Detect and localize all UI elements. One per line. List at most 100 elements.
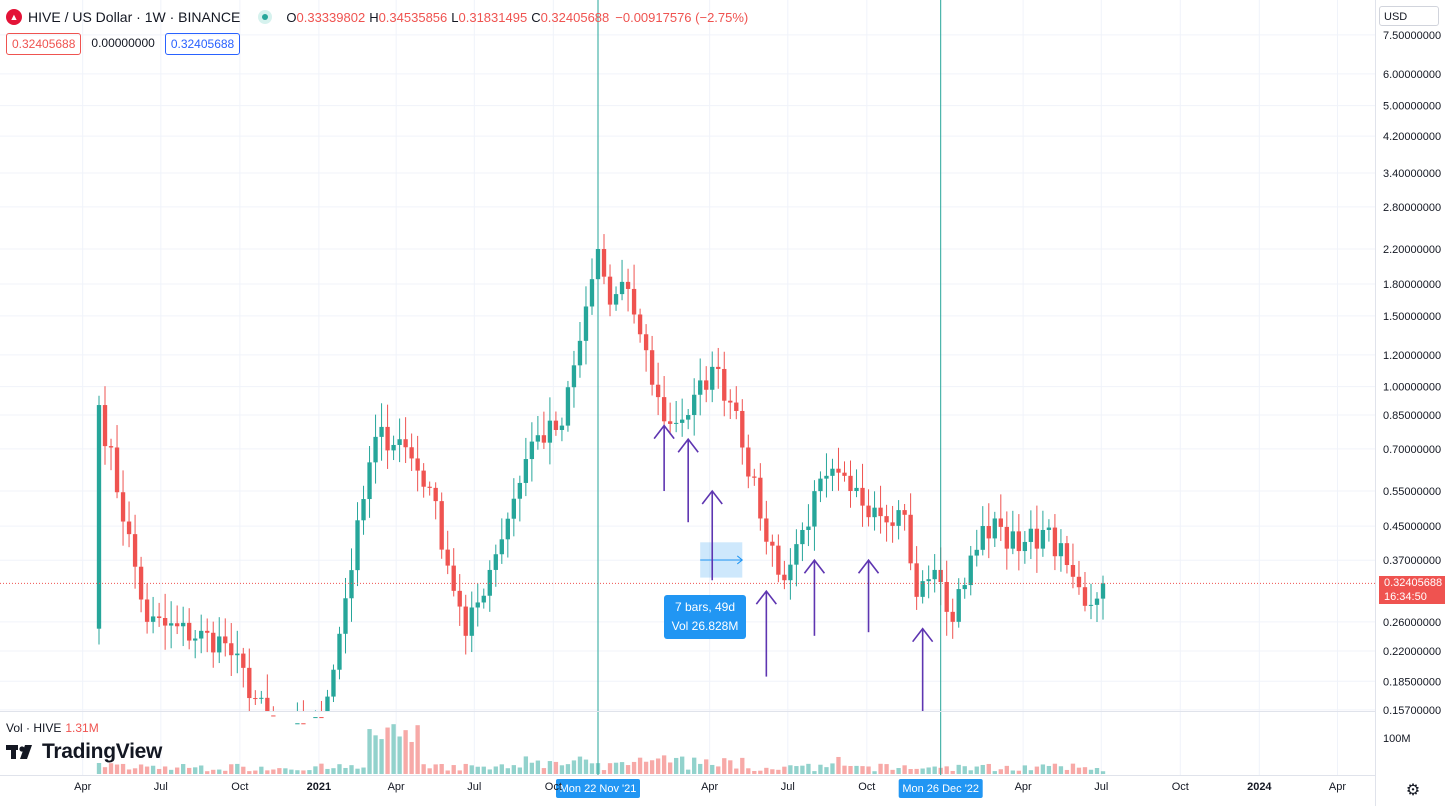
volume-bar	[992, 771, 997, 774]
time-tick-label: Jul	[1094, 781, 1108, 793]
price-tick-label: 0.45000000	[1383, 521, 1441, 533]
price-tick-label: 0.85000000	[1383, 410, 1441, 422]
volume-bar	[409, 741, 414, 774]
price-tick-label: 5.00000000	[1383, 101, 1441, 113]
candle-body	[782, 574, 787, 581]
volume-bar	[193, 767, 198, 774]
candle-body	[325, 696, 330, 711]
candle-body	[613, 294, 619, 305]
volume-bar	[571, 760, 577, 774]
low-label: L	[451, 9, 459, 25]
volume-bar	[469, 765, 474, 774]
candle-body	[698, 380, 703, 395]
volume-bar	[914, 768, 919, 774]
volume-bar	[144, 766, 150, 774]
volume-bar	[692, 757, 697, 774]
symbol-legend: ▲ HIVE / US Dollar · 1W · BINANCE O 0.33…	[6, 6, 750, 28]
volume-bar	[589, 763, 595, 774]
volume-bar	[199, 765, 204, 774]
volume-bar	[908, 769, 913, 774]
volume-bar	[481, 766, 486, 774]
candle-body	[433, 487, 438, 502]
candle-body	[295, 723, 300, 725]
volume-legend: Vol · HIVE 1.31M	[6, 721, 99, 735]
hive-logo-icon: ▲	[6, 9, 22, 25]
candle-body	[686, 415, 691, 420]
volume-bar	[379, 739, 384, 774]
candle-body	[451, 565, 456, 591]
volume-bar	[619, 762, 625, 774]
volume-bar	[475, 766, 480, 774]
candle-body	[409, 447, 414, 459]
tradingview-watermark[interactable]: TradingView	[6, 740, 162, 764]
candle-body	[144, 599, 150, 622]
sell-price-button[interactable]: 0.32405688	[6, 33, 82, 55]
candle-body	[1094, 598, 1100, 605]
volume-bar	[565, 764, 571, 774]
close-value: 0.32405688	[540, 9, 610, 25]
volume-bar	[463, 763, 468, 774]
volume-bar	[1028, 770, 1034, 774]
candle-body	[956, 589, 961, 622]
up-arrow-head	[755, 589, 777, 605]
candle-body	[661, 397, 667, 422]
candle-body	[505, 518, 510, 540]
candle-body	[920, 581, 925, 597]
volume-bar	[752, 770, 757, 774]
candle-body	[908, 514, 913, 564]
volume-bar	[1016, 770, 1022, 774]
candle-body	[998, 518, 1003, 527]
buy-price-button[interactable]: 0.32405688	[164, 33, 241, 55]
candle-body	[379, 426, 384, 437]
currency-select[interactable]: USD	[1379, 6, 1439, 26]
volume-bar	[102, 767, 108, 774]
candle-body	[758, 477, 763, 519]
symbol-title[interactable]: HIVE / US Dollar · 1W · BINANCE	[28, 9, 241, 25]
volume-bar	[842, 765, 847, 774]
trade-price-boxes: 0.32405688 0.00000000 0.32405688	[6, 33, 241, 55]
candle-body	[740, 410, 745, 448]
candle-body	[866, 505, 871, 518]
volume-bar	[1076, 767, 1082, 774]
candle-body	[1100, 583, 1106, 599]
candle-body	[655, 384, 661, 398]
volume-bar	[174, 767, 180, 774]
candle-body	[902, 510, 907, 515]
candle-body	[235, 653, 240, 656]
candle-body	[986, 526, 991, 539]
candle-body	[174, 623, 180, 627]
candle-body	[1076, 576, 1082, 588]
volume-bar	[108, 763, 114, 774]
volume-bar	[686, 769, 691, 774]
candle-body	[457, 590, 462, 607]
volume-bar	[343, 767, 348, 774]
candle-body	[1064, 543, 1070, 566]
volume-bar	[854, 765, 859, 774]
candle-body	[854, 487, 859, 492]
volume-bar	[529, 762, 535, 774]
candle-body	[974, 549, 979, 556]
volume-bar	[313, 766, 318, 774]
candle-body	[812, 491, 817, 527]
volume-bar	[114, 764, 120, 774]
gear-icon[interactable]: ⚙	[1405, 782, 1421, 799]
volume-bar	[247, 771, 252, 774]
time-tick-label: Apr	[74, 781, 91, 793]
candle-body	[199, 630, 204, 639]
candle-body	[150, 616, 156, 622]
volume-bar	[499, 764, 504, 774]
volume-bar	[355, 768, 360, 774]
volume-bar	[373, 735, 378, 774]
volume-bar	[126, 769, 132, 774]
volume-bar	[884, 764, 889, 774]
candle-body	[181, 622, 186, 627]
candle-body	[914, 563, 919, 597]
candle-body	[764, 518, 769, 542]
volume-bar	[770, 769, 775, 774]
candle-body	[253, 698, 258, 700]
volume-bar	[1094, 768, 1100, 774]
price-tick-label: 3.40000000	[1383, 168, 1441, 180]
volume-bar	[1022, 765, 1028, 774]
